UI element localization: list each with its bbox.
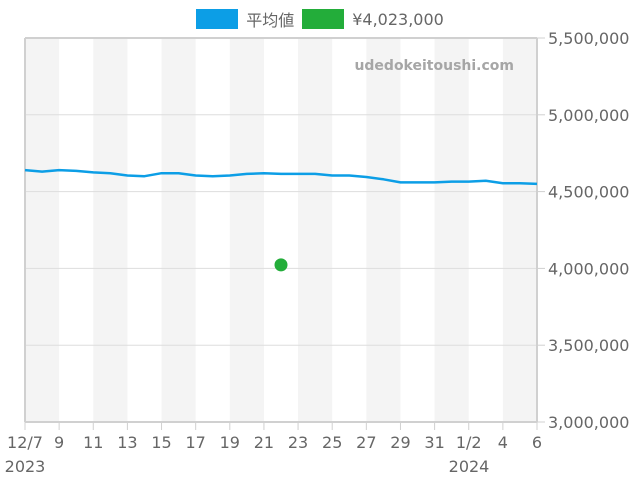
alternating-bands [25,38,537,422]
x-tick-label: 21 [254,433,274,452]
x-tick-label: 15 [151,433,171,452]
price-points [274,258,288,272]
y-tick-label: 3,500,000 [548,336,629,355]
legend-item-price[interactable]: ¥4,023,000 [302,9,444,29]
chart-legend: 平均値 ¥4,023,000 [0,8,640,30]
year-label-2023: 2023 [5,457,46,476]
band [298,38,333,422]
x-axis-ticks: 12/7 9 11 13 15 17 19 21 23 25 27 29 31 1/2 4 6 [7,422,542,452]
x-tick-label: 1/2 [456,433,482,452]
band [161,38,196,422]
x-tick-label: 4 [498,433,508,452]
x-tick-label: 31 [424,433,444,452]
y-tick-label: 5,500,000 [548,29,629,48]
legend-item-average[interactable]: 平均値 [196,7,294,31]
legend-swatch-price [302,9,345,29]
band [366,38,401,422]
x-tick-label: 6 [532,433,542,452]
y-axis-ticks: 5,500,000 5,000,000 4,500,000 4,000,000 3,50… [537,29,629,432]
year-label-2024: 2024 [449,457,490,476]
legend-label-price: ¥4,023,000 [352,9,444,29]
x-tick-label: 13 [117,433,137,452]
x-tick-label: 23 [288,433,308,452]
x-tick-label: 9 [54,433,64,452]
legend-label-average: 平均値 [246,11,295,30]
average-price-line [24,168,538,186]
x-tick-label: 29 [390,433,410,452]
band [25,38,60,422]
band [434,38,469,422]
x-tick-label: 19 [220,433,240,452]
band [93,38,128,422]
x-tick-label: 12/7 [7,433,43,452]
band [502,38,537,422]
x-tick-label: 27 [356,433,376,452]
y-tick-label: 4,000,000 [548,259,629,278]
y-tick-label: 4,500,000 [548,183,629,202]
band [229,38,264,422]
x-tick-label: 17 [185,433,205,452]
legend-swatch-average [196,9,239,29]
x-tick-label: 11 [83,433,103,452]
y-tick-label: 3,000,000 [548,413,629,432]
price-point[interactable] [274,258,288,272]
x-tick-label: 25 [322,433,342,452]
watermark: udedokeitoushi.com [354,58,514,74]
y-tick-label: 5,000,000 [548,106,629,125]
